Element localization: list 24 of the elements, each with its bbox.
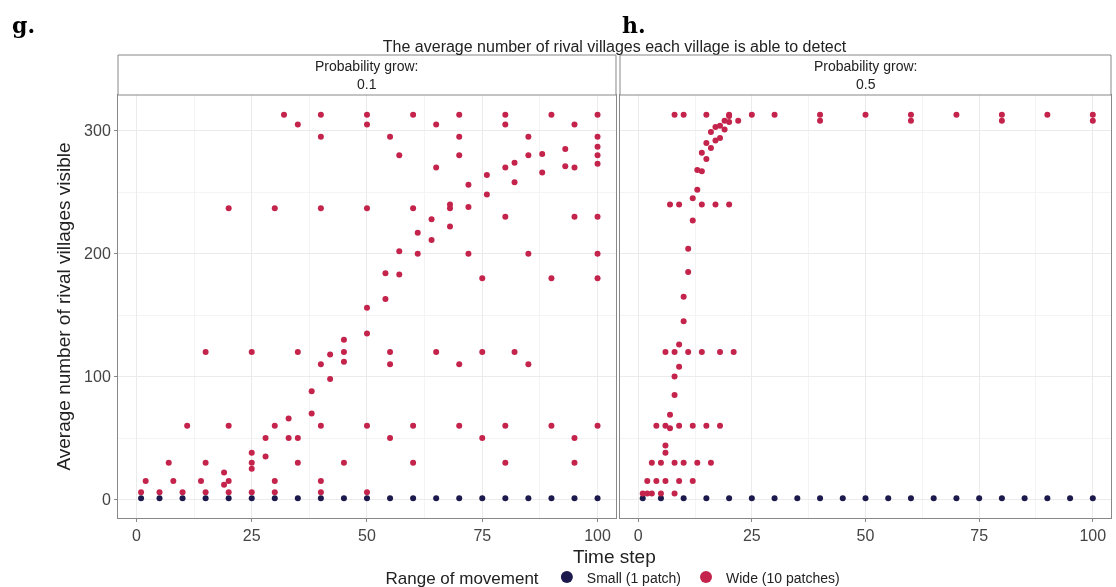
y-tick-label: 200 bbox=[84, 245, 111, 263]
y-tick-label: 0 bbox=[101, 491, 111, 509]
x-tick-label: 50 bbox=[358, 527, 376, 545]
x-axis-title: Time step bbox=[573, 546, 656, 567]
x-tick-label: 25 bbox=[242, 527, 261, 545]
x-tick-label: 100 bbox=[1079, 527, 1107, 545]
y-axis-title: Average number of rival villages visible bbox=[52, 142, 74, 471]
x-tick-label: 75 bbox=[473, 527, 492, 545]
y-tick-label: 300 bbox=[84, 122, 111, 140]
x-tick-label: 75 bbox=[970, 527, 989, 545]
legend-label: Wide (10 patches) bbox=[726, 569, 840, 586]
x-tick-label: 0 bbox=[633, 527, 643, 545]
text: g. bbox=[12, 12, 36, 38]
chart-subtitle: Probability grow: 0.5 bbox=[814, 58, 918, 93]
x-tick-label: 25 bbox=[742, 527, 761, 545]
legend-title: Range of movement bbox=[385, 568, 539, 587]
text: h. bbox=[622, 12, 646, 38]
chart-subtitle: Probability grow: 0.1 bbox=[315, 58, 419, 93]
x-tick-label: 100 bbox=[584, 527, 611, 545]
x-tick-label: 50 bbox=[856, 527, 875, 545]
legend-label: Small (1 patch) bbox=[586, 569, 682, 586]
y-tick-label: 100 bbox=[84, 368, 111, 386]
x-tick-label: 0 bbox=[131, 527, 141, 545]
chart-title: The average number of rival villages each village is able to detect bbox=[382, 37, 847, 55]
